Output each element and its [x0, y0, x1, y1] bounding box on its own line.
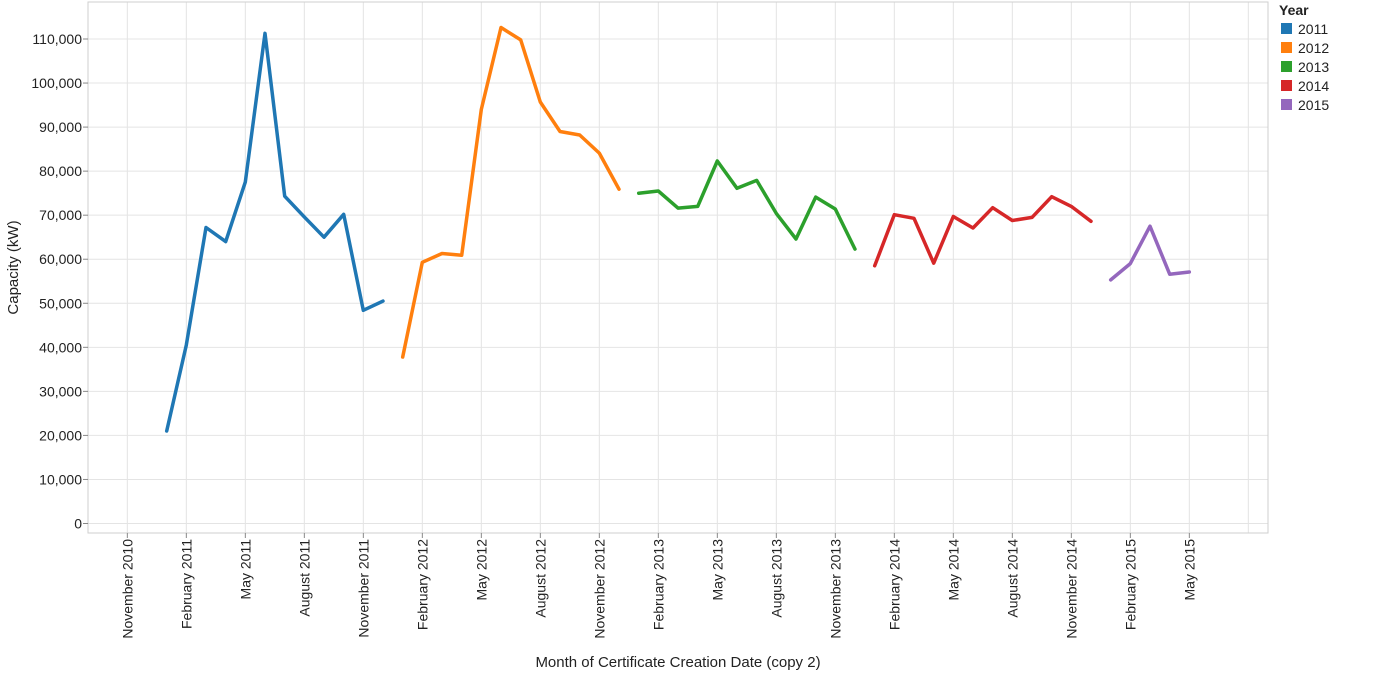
y-tick-label: 0 [74, 516, 82, 532]
legend-label-2015: 2015 [1298, 97, 1329, 113]
y-axis-title: Capacity (kW) [5, 220, 22, 314]
legend-swatch-2011 [1281, 23, 1292, 34]
series-line-2013 [636, 159, 857, 251]
legend-swatch-2012 [1281, 42, 1292, 53]
legend-label-2011: 2011 [1298, 21, 1328, 37]
y-tick-label: 110,000 [32, 31, 82, 47]
x-tick-label: November 2011 [355, 539, 371, 638]
x-tick-label: February 2011 [178, 539, 194, 629]
x-tick-label: November 2012 [591, 539, 607, 639]
x-tick-label: February 2013 [650, 539, 666, 630]
y-tick-label: 90,000 [39, 119, 82, 135]
legend: Year 2011 2012 2013 2014 2015 [1279, 2, 1329, 113]
gridlines [88, 2, 1268, 533]
y-tick-label: 50,000 [39, 295, 82, 311]
y-tick-label: 60,000 [39, 251, 82, 267]
series-line-2011 [164, 31, 385, 433]
legend-swatch-2015 [1281, 99, 1292, 110]
y-tick-label: 40,000 [39, 339, 82, 355]
y-tick-label: 80,000 [39, 163, 82, 179]
x-tick-label: May 2013 [709, 539, 725, 601]
x-tick-label: November 2013 [827, 539, 843, 639]
legend-label-2014: 2014 [1298, 78, 1329, 94]
series-line-2012 [400, 25, 621, 359]
x-tick-label: November 2014 [1063, 539, 1079, 639]
x-tick-label: May 2012 [473, 539, 489, 601]
x-tick-label: February 2015 [1122, 539, 1138, 630]
x-tick-label: August 2011 [296, 539, 312, 617]
plot-frame [87, 1, 1269, 534]
legend-swatch-2013 [1281, 61, 1292, 72]
y-tick-label: 100,000 [31, 75, 82, 91]
x-axis: November 2010 February 2011 May 2011 August… [119, 533, 1197, 639]
legend-swatch-2014 [1281, 80, 1292, 91]
legend-label-2012: 2012 [1298, 40, 1329, 56]
y-tick-label: 10,000 [39, 471, 82, 487]
y-tick-label: 30,000 [39, 383, 82, 399]
x-tick-label: February 2012 [414, 539, 430, 630]
series-line-2015 [1108, 224, 1192, 282]
x-tick-label: August 2014 [1004, 539, 1020, 618]
series-line-2014 [872, 194, 1093, 268]
x-tick-label: May 2014 [945, 539, 961, 601]
x-tick-label: February 2014 [886, 539, 902, 630]
x-tick-label: August 2012 [532, 539, 548, 618]
x-tick-label: November 2010 [119, 539, 135, 639]
x-tick-label: May 2011 [237, 539, 253, 600]
x-tick-label: August 2013 [768, 539, 784, 618]
x-tick-label: May 2015 [1181, 539, 1197, 601]
y-axis: 0 10,000 20,000 30,000 40,000 50,000 60,000 70,… [31, 31, 88, 532]
x-axis-title: Month of Certificate Creation Date (copy… [535, 654, 820, 671]
y-tick-label: 20,000 [39, 427, 82, 443]
series-lines [164, 25, 1192, 433]
legend-title: Year [1279, 2, 1309, 18]
y-tick-label: 70,000 [39, 207, 82, 223]
legend-label-2013: 2013 [1298, 59, 1329, 75]
